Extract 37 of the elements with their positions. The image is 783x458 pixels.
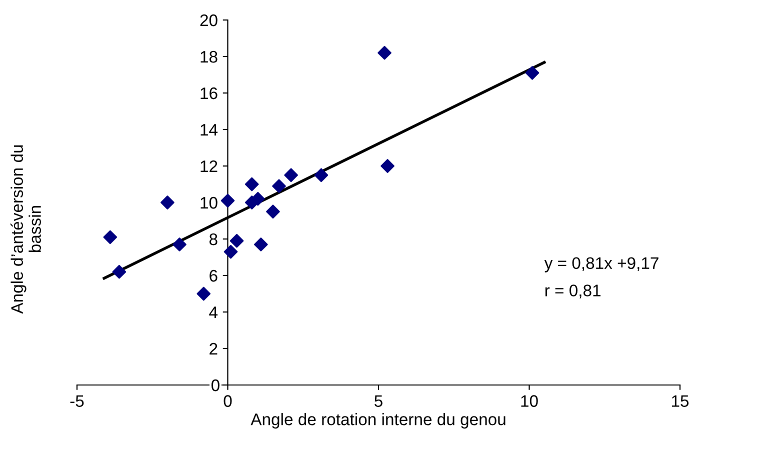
point	[220, 194, 235, 208]
y-tick-label: 10	[200, 196, 218, 209]
point	[112, 264, 126, 279]
x-tick-label: 0	[224, 395, 232, 407]
y-tick-label: 18	[200, 50, 218, 63]
point	[254, 238, 268, 252]
y-tick-label: 2	[210, 342, 218, 355]
x-tick-label: 15	[672, 395, 689, 407]
x-tick-label: 10	[521, 395, 538, 407]
point	[266, 204, 280, 219]
y-tick-label: 0	[211, 379, 220, 392]
annotation: y = 0,81x +9,17	[544, 257, 658, 272]
y-tick-label: 6	[210, 270, 218, 282]
point	[172, 238, 186, 252]
x-tick-label: -5	[70, 395, 84, 407]
point	[196, 286, 211, 301]
point	[160, 196, 174, 210]
x-tick-label: 5	[374, 395, 382, 407]
y-tick-label: 12	[200, 160, 218, 172]
y-axis-title: Angle d’antéversion du bassin	[10, 145, 41, 314]
point	[244, 177, 259, 192]
point	[314, 168, 328, 182]
y-tick-label: 4	[209, 306, 218, 318]
point	[380, 159, 394, 173]
y-tick-label: 16	[200, 87, 218, 100]
point	[224, 244, 238, 259]
point	[378, 46, 392, 60]
x-axis-title: Angle de rotation interne du genou	[250, 413, 506, 429]
y-tick-label: 8	[209, 233, 218, 246]
y-tick-label: 14	[200, 124, 218, 136]
annotation: r = 0,81	[545, 284, 600, 298]
point	[272, 179, 286, 193]
point	[525, 66, 540, 80]
y-tick-label: 20	[200, 14, 218, 26]
point	[230, 234, 244, 248]
point	[284, 168, 298, 182]
point	[103, 230, 118, 244]
